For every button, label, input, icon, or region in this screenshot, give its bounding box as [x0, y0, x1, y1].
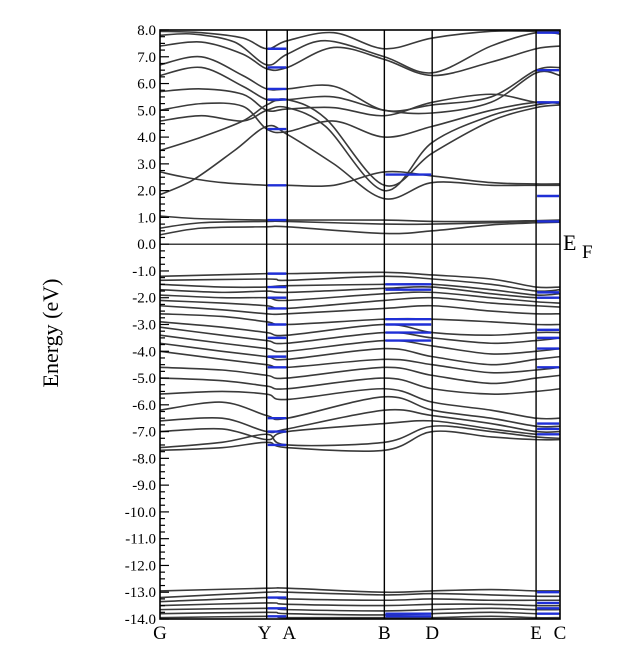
- y-tick-label: 3.0: [137, 157, 156, 173]
- y-tick-label: 6.0: [137, 77, 156, 93]
- y-tick-label: -4.0: [132, 344, 156, 360]
- band-line-5: [159, 66, 561, 115]
- band-line-10: [159, 170, 561, 188]
- y-tick-label: -13.0: [125, 585, 156, 601]
- y-tick-label: -2.0: [132, 291, 156, 307]
- band-line-1: [159, 30, 560, 50]
- band-line-4: [159, 55, 561, 112]
- band-line-6: [159, 88, 561, 117]
- band-line-11: [159, 124, 560, 200]
- highlight-segments: [267, 31, 559, 618]
- y-tick-label: -8.0: [132, 451, 156, 467]
- band-line-7: [159, 101, 561, 138]
- y-tick-label: -10.0: [125, 505, 156, 521]
- band-line-36: [159, 586, 561, 594]
- y-tick-label: -3.0: [132, 318, 156, 334]
- y-tick-label: -7.0: [132, 425, 156, 441]
- y-tick-label: 8.0: [137, 23, 156, 39]
- tick-labels: 8.0 7.0 6.0 5.0 4.0 3.0 2.0 1.0 0.0 -1.0 -2.0 -3.0 -…: [125, 23, 567, 644]
- y-tick-label: -5.0: [132, 371, 156, 387]
- y-tick-label: -6.0: [132, 398, 156, 414]
- band-lines: [159, 30, 561, 619]
- band-line-39: [159, 602, 561, 607]
- x-tick-label-C: C: [554, 623, 567, 644]
- x-tick-label-A: A: [282, 623, 296, 644]
- y-tick-label: -9.0: [132, 478, 156, 494]
- y-tick-label: -1.0: [132, 264, 156, 280]
- x-tick-label-G: G: [153, 623, 167, 644]
- band-line-21: [159, 304, 561, 316]
- fermi-label-main: E: [563, 230, 576, 255]
- y-tick-label: 7.0: [137, 50, 156, 66]
- band-line-42: [159, 615, 561, 619]
- band-line-41: [159, 611, 561, 616]
- band-line-14: [159, 221, 561, 236]
- x-tick-label-B: B: [378, 623, 391, 644]
- y-tick-label: 5.0: [137, 103, 156, 119]
- band-line-9: [159, 98, 561, 187]
- y-axis-label: Energy (eV): [38, 279, 63, 388]
- y-tick-label: 0.0: [137, 237, 156, 253]
- band-line-22: [159, 312, 561, 326]
- band-line-37: [159, 590, 561, 599]
- axes: [159, 29, 561, 620]
- band-line-2: [159, 31, 561, 74]
- band-line-3: [159, 41, 561, 77]
- x-tick-label-Y: Y: [258, 623, 272, 644]
- y-tick-label: 1.0: [137, 210, 156, 226]
- y-tick-label: -12.0: [125, 558, 156, 574]
- band-line-18: [159, 285, 561, 299]
- band-line-19: [159, 291, 561, 304]
- band-line-38: [159, 596, 560, 603]
- band-line-23: [159, 321, 561, 337]
- y-tick-label: 4.0: [137, 130, 156, 146]
- fermi-level-label: E F: [563, 230, 593, 263]
- band-line-13: [159, 220, 561, 229]
- band-line-33: [159, 419, 561, 441]
- band-line-35: [159, 430, 561, 453]
- band-line-40: [159, 607, 561, 612]
- band-line-8: [159, 101, 561, 192]
- y-tick-label: -14.0: [125, 612, 156, 628]
- y-tick-label: 2.0: [137, 184, 156, 200]
- x-tick-label-D: D: [425, 623, 439, 644]
- fermi-label-sub: F: [582, 242, 593, 263]
- x-tick-label-E: E: [530, 623, 542, 644]
- band-line-12: [159, 215, 561, 223]
- y-tick-label: -11.0: [125, 532, 156, 548]
